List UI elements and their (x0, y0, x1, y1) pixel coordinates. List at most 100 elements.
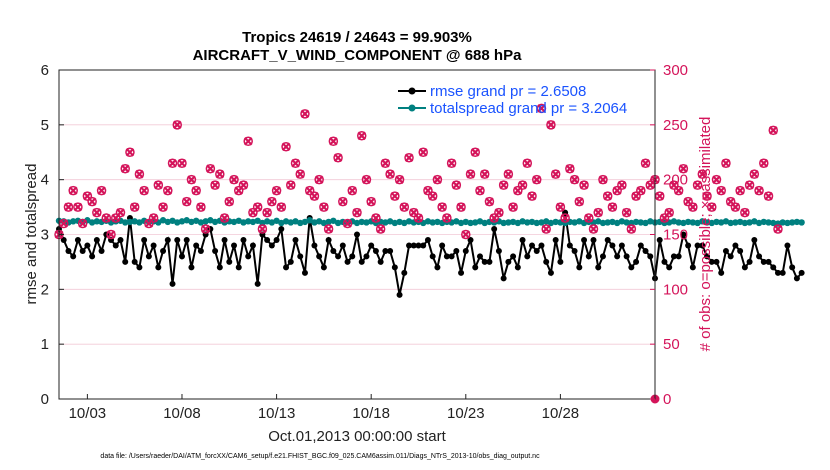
obs-possible-21 (153, 180, 164, 190)
y-tick-label-2: 2 (41, 281, 49, 298)
obs-assimilated-30 (196, 202, 206, 212)
obs-assimilated-stroke-b-73 (400, 202, 409, 212)
x-axis-label: Oct.01,2013 00:00:00 start (268, 428, 446, 445)
obs-possible-4 (73, 202, 83, 212)
obs-assimilated-stroke-b-108 (565, 164, 575, 173)
spread-point-115 (599, 219, 607, 227)
rmse-point-111 (581, 236, 588, 243)
obs-possible-48 (281, 142, 291, 152)
obs-possible-12 (111, 213, 121, 223)
rmse-point-105 (552, 236, 559, 243)
obs-possible-70 (385, 169, 395, 179)
obs-possible-86 (461, 229, 471, 240)
obs-assimilated-51 (295, 169, 305, 179)
obs-possible-96 (508, 202, 518, 212)
obs-assimilated-119 (617, 180, 627, 190)
obs-assimilated-20 (149, 213, 158, 223)
obs-assimilated-72 (395, 175, 404, 184)
obs-possible-109 (569, 174, 580, 185)
obs-assimilated-stroke-b-127 (655, 191, 665, 201)
obs-assimilated-89 (475, 186, 485, 195)
obs-assimilated-stroke-b-40 (243, 137, 253, 146)
obs-assimilated-stroke-b-145 (740, 208, 750, 217)
obs-assimilated-132 (679, 164, 688, 173)
rmse-point-138 (708, 258, 715, 265)
rmse-point-148 (756, 253, 763, 260)
obs-assimilated-stroke-b-48 (281, 142, 291, 152)
obs-possible-95 (503, 169, 514, 179)
spread-point-105 (552, 218, 559, 226)
obs-assimilated-stroke-b-124 (641, 158, 650, 168)
obs-assimilated-43 (258, 224, 267, 234)
y-tick-label-4: 4 (41, 172, 49, 189)
spread-point-40 (245, 218, 252, 225)
rmse-point-102 (538, 242, 545, 249)
spread-point-143 (732, 219, 739, 226)
obs-possible-67 (371, 213, 381, 223)
rmse-point-4 (74, 236, 81, 243)
obs-assimilated-33 (210, 180, 220, 190)
obs-assimilated-139 (712, 175, 721, 184)
rmse-point-155 (789, 264, 796, 271)
obs-possible-150 (763, 191, 774, 201)
obs-possible-62 (347, 185, 358, 196)
obs-possible-139 (711, 174, 722, 185)
obs-assimilated-stroke-b-132 (679, 164, 688, 173)
obs-possible-142 (725, 196, 736, 207)
rmse-point-99 (524, 253, 531, 260)
obs-assimilated-55 (314, 175, 324, 184)
rmse-point-143 (732, 242, 739, 249)
obs-assimilated-67 (371, 213, 381, 223)
obs-assimilated-140 (716, 186, 726, 195)
obs-assimilated-stroke-b-105 (551, 169, 560, 179)
obs-possible-72 (394, 174, 405, 185)
rmse-point-19 (145, 253, 152, 260)
obs-assimilated-stroke-b-32 (206, 164, 215, 173)
rmse-point-80 (434, 264, 441, 271)
obs-assimilated-stroke-b-54 (310, 191, 319, 201)
rmse-point-63 (354, 231, 360, 238)
obs-assimilated-73 (400, 202, 409, 212)
rmse-point-96 (510, 253, 517, 260)
obs-assimilated-stroke-b-152 (773, 224, 783, 234)
rmse-point-18 (141, 236, 148, 243)
obs-assimilated-stroke-b-29 (191, 186, 201, 195)
rmse-point-58 (330, 247, 337, 254)
obs-assimilated-24 (168, 158, 177, 168)
obs-possible-32 (205, 163, 216, 174)
y-tick-label-5: 5 (41, 117, 49, 134)
obs-assimilated-9 (97, 186, 106, 195)
obs-possible-46 (271, 185, 282, 196)
obs-possible-149 (759, 158, 769, 168)
obs-assimilated-22 (158, 202, 168, 212)
obs-assimilated-stroke-b-102 (537, 104, 546, 113)
rmse-point-157 (798, 269, 805, 276)
obs-possible-51 (295, 169, 305, 179)
obs-assimilated-46 (272, 186, 281, 195)
obs-possible-120 (621, 207, 632, 218)
obs-assimilated-stroke-b-47 (277, 202, 286, 212)
obs-possible-65 (361, 174, 372, 185)
obs-assimilated-116 (603, 191, 612, 201)
spread-point-155 (788, 219, 796, 226)
rmse-point-41 (249, 242, 256, 249)
obs-assimilated-stroke-b-55 (314, 175, 324, 184)
obs-assimilated-40 (243, 137, 253, 146)
obs-assimilated-stroke-b-39 (239, 180, 248, 190)
obs-possible-16 (129, 202, 140, 212)
obs-possible-136 (697, 169, 708, 179)
obs-assimilated-148 (754, 186, 764, 195)
rmse-point-127 (656, 236, 663, 243)
obs-assimilated-82 (442, 213, 452, 223)
obs-possible-125 (645, 180, 656, 190)
obs-possible-101 (531, 174, 542, 185)
obs-possible-87 (465, 169, 476, 179)
obs-assimilated-94 (499, 180, 508, 190)
rmse-point-13 (117, 236, 124, 243)
obs-assimilated-stroke-b-69 (381, 158, 390, 168)
obs-assimilated-34 (215, 169, 225, 179)
obs-assimilated-66 (366, 197, 376, 206)
obs-assimilated-64 (357, 131, 367, 141)
obs-possible-127 (654, 191, 665, 201)
obs-assimilated-stroke-b-62 (347, 186, 357, 195)
